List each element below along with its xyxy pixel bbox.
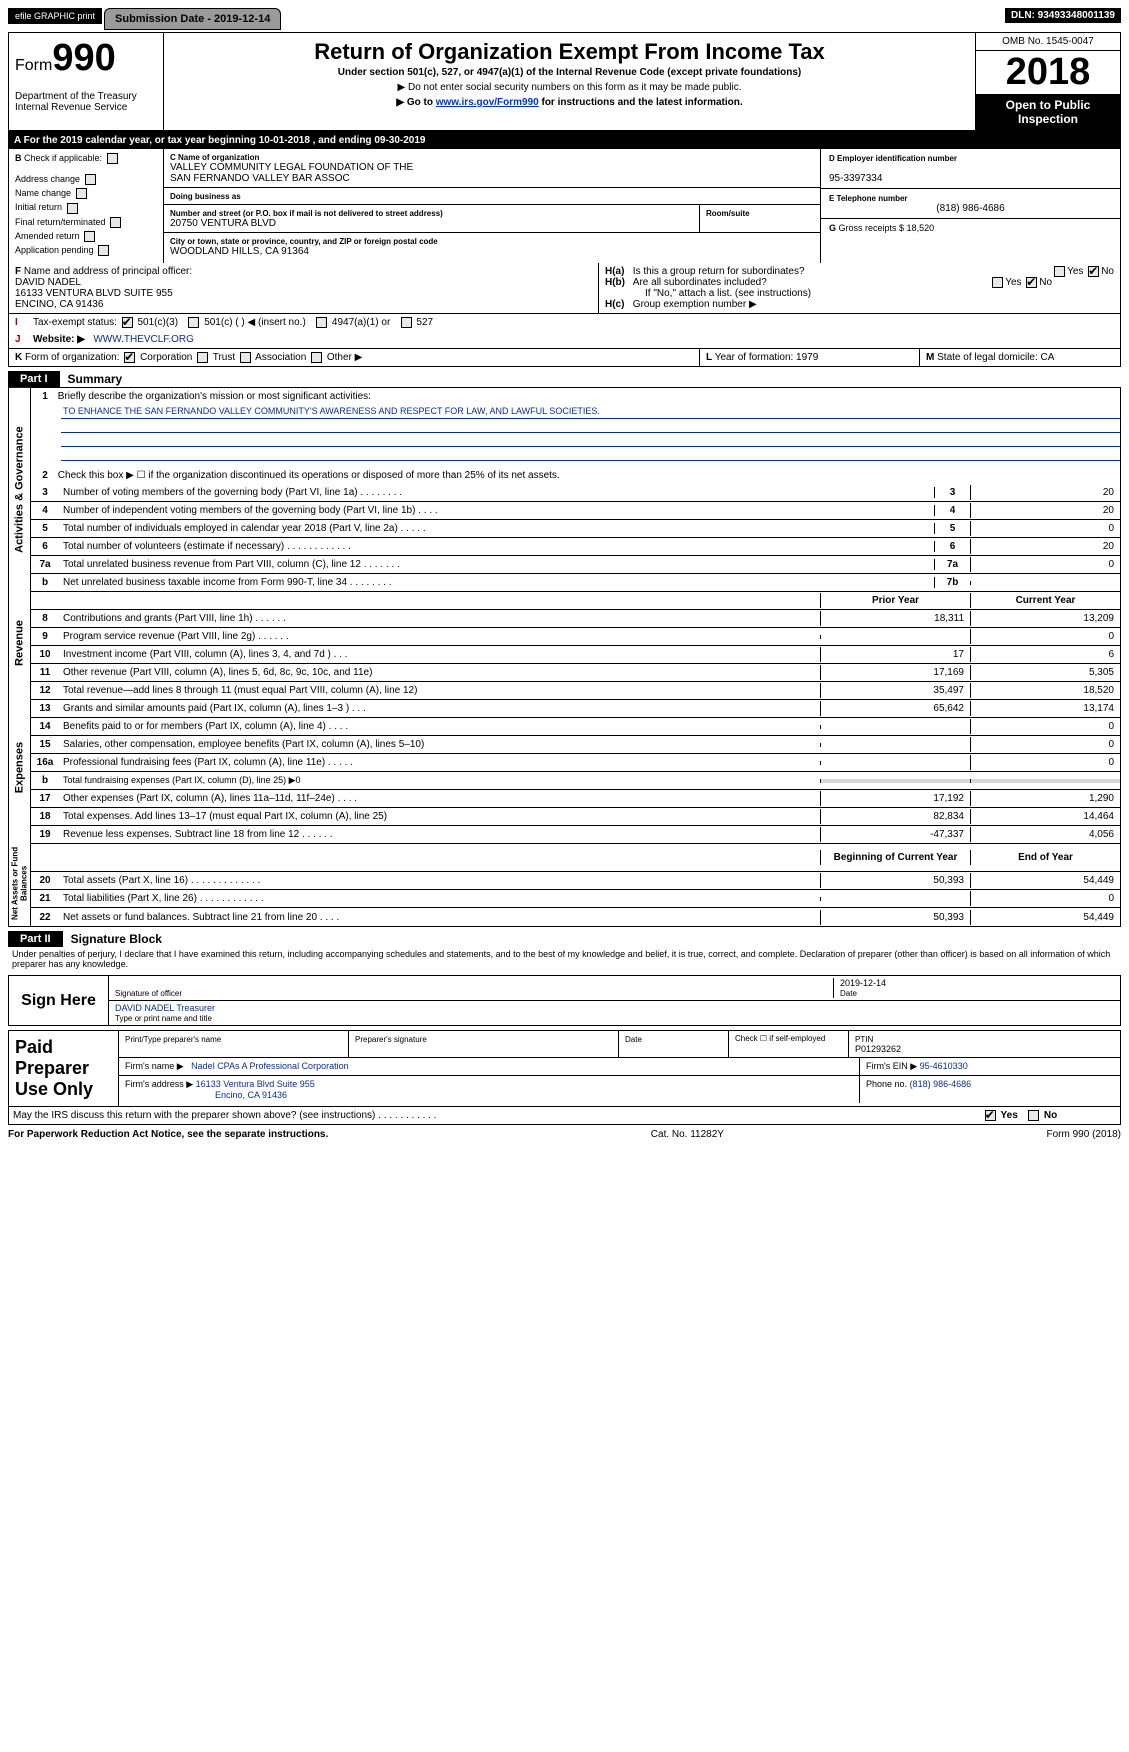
chk-pending[interactable]: Application pending [15,245,157,256]
section-b-area: B Check if applicable: Address change Na… [8,149,1121,263]
chk-527[interactable] [401,317,412,328]
box-d-ein: D Employer identification number 95-3397… [821,149,1120,189]
note-2: ▶ Go to www.irs.gov/Form990 for instruct… [174,97,965,108]
chk-trust[interactable] [197,352,208,363]
footer: For Paperwork Reduction Act Notice, see … [8,1129,1121,1140]
vtab-netassets: Net Assets or Fund Balances [9,841,31,926]
box-e-phone: E Telephone number (818) 986-4686 [821,189,1120,219]
chk-initial[interactable]: Initial return [15,202,157,213]
form990-link[interactable]: www.irs.gov/Form990 [436,97,539,108]
chk-assoc[interactable] [240,352,251,363]
chk-name[interactable]: Name change [15,188,157,199]
col-b-checks: B Check if applicable: Address change Na… [9,149,164,263]
ha-yes[interactable] [1054,266,1065,277]
sign-here-label: Sign Here [9,976,109,1025]
sign-here-block: Sign Here Signature of officer 2019-12-1… [8,975,1121,1026]
website-link[interactable]: WWW.THEVCLF.ORG [93,334,194,345]
box-h: H(a) Is this a group return for subordin… [599,263,1120,313]
chk-other[interactable] [311,352,322,363]
chk-amended[interactable]: Amended return [15,231,157,242]
perjury-text: Under penalties of perjury, I declare th… [8,947,1121,971]
paid-preparer: Paid Preparer Use Only Print/Type prepar… [8,1030,1121,1107]
submission-button[interactable]: Submission Date - 2019-12-14 [104,8,281,30]
row-a-year: A For the 2019 calendar year, or tax yea… [8,132,1121,149]
vtab-governance: Activities & Governance [9,388,31,592]
vtab-revenue: Revenue [9,592,31,694]
paid-label: Paid Preparer Use Only [9,1031,119,1106]
dln-label: DLN: 93493348001139 [1005,8,1121,23]
box-f-officer: F Name and address of principal officer:… [9,263,599,313]
box-c-name: C Name of organization VALLEY COMMUNITY … [164,149,820,188]
form-header: Form990 Department of the Treasury Inter… [8,32,1121,132]
checkbox[interactable] [107,153,118,164]
row-j: J Website: ▶ WWW.THEVCLF.ORG [8,331,1121,349]
box-city: City or town, state or province, country… [164,233,820,260]
part-2-header: Part II Signature Block [8,931,1121,947]
chk-corp[interactable] [124,352,135,363]
chk-final[interactable]: Final return/terminated [15,217,157,228]
open-public-badge: Open to Public Inspection [976,94,1120,130]
may-discuss-row: May the IRS discuss this return with the… [8,1107,1121,1125]
box-dba: Doing business as [164,188,820,205]
mission-text: TO ENHANCE THE SAN FERNANDO VALLEY COMMU… [61,405,1120,419]
discuss-yes[interactable] [985,1110,996,1121]
ha-no[interactable] [1088,266,1099,277]
vtab-expenses: Expenses [9,694,31,841]
chk-501c[interactable] [188,317,199,328]
omb-number: OMB No. 1545-0047 [976,33,1120,51]
discuss-no[interactable] [1028,1110,1039,1121]
row-k-l-m: K Form of organization: Corporation Trus… [8,349,1121,367]
chk-4947[interactable] [316,317,327,328]
chk-address[interactable]: Address change [15,174,157,185]
page-subtitle: Under section 501(c), 527, or 4947(a)(1)… [174,67,965,78]
tax-year: 2018 [976,51,1120,94]
part-1-header: Part I Summary [8,371,1121,387]
dept-label: Department of the Treasury Internal Reve… [15,91,157,113]
box-g-gross: G Gross receipts $ 18,520 [821,219,1120,237]
form-number: Form990 [15,37,157,80]
top-bar: efile GRAPHIC print Submission Date - 20… [8,8,1121,30]
row-i: I Tax-exempt status: 501(c)(3) 501(c) ( … [8,314,1121,331]
hb-yes[interactable] [992,277,1003,288]
note-1: ▶ Do not enter social security numbers o… [174,82,965,93]
chk-501c3[interactable] [122,317,133,328]
page-title: Return of Organization Exempt From Incom… [174,39,965,65]
box-room: Room/suite [700,205,820,233]
hb-no[interactable] [1026,277,1037,288]
box-address: Number and street (or P.O. box if mail i… [164,205,700,233]
summary-table: Activities & Governance Revenue Expenses… [8,387,1121,927]
row-f-h: F Name and address of principal officer:… [8,263,1121,314]
efile-button[interactable]: efile GRAPHIC print [8,8,102,24]
